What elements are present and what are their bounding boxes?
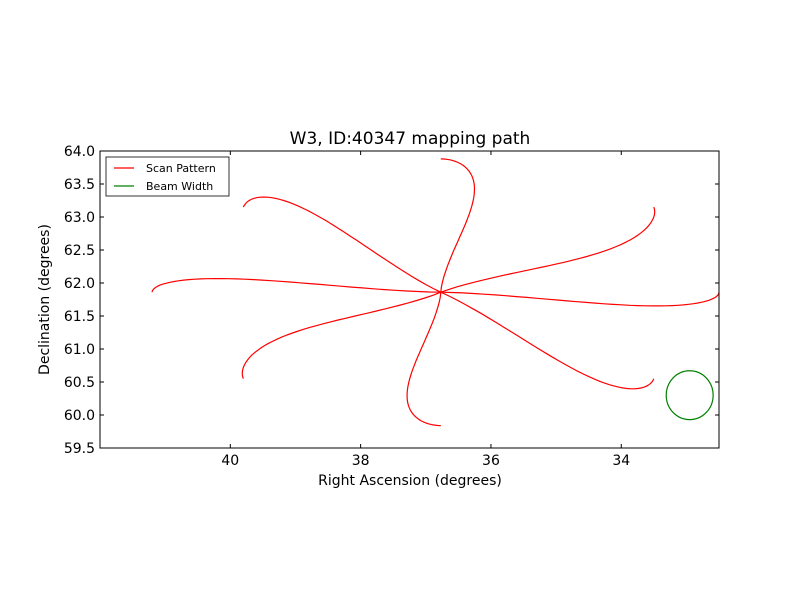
scan-pattern-petal-south-east (440, 291, 655, 390)
scan-pattern-petal-north (440, 158, 476, 293)
ticks-layer: 40 38 36 34 59.5 60.0 60.5 61.0 61.5 62.0 62.5 63.0… (64, 144, 719, 469)
legend-box (105, 156, 230, 197)
scan-pattern-petal-south-west (241, 291, 442, 379)
x-tick-label: 38 (352, 453, 370, 469)
y-tick-label: 61.0 (64, 342, 95, 358)
y-tick-label: 63.0 (64, 210, 95, 226)
y-tick-label: 62.5 (64, 243, 95, 259)
beam-width-circle (665, 370, 714, 421)
x-axis-label: Right Ascension (degrees) (318, 473, 502, 489)
y-tick-label: 60.5 (64, 375, 95, 391)
scan-pattern-petal-north-west (242, 196, 442, 293)
y-tick-label: 62.0 (64, 276, 95, 292)
scan-pattern-petal-west (151, 278, 441, 293)
series-layer (151, 158, 719, 427)
legend-label-scan-pattern: Scan Pattern (146, 162, 216, 175)
y-tick-label: 63.5 (64, 177, 95, 193)
y-tick-label: 64.0 (64, 144, 95, 160)
x-tick-label: 36 (482, 453, 500, 469)
y-tick-label: 59.5 (64, 441, 95, 457)
x-tick-label: 34 (612, 453, 630, 469)
scan-pattern-petal-south (406, 292, 442, 427)
legend: Scan Pattern Beam Width (105, 156, 230, 197)
chart-title: W3, ID:40347 mapping path (290, 129, 531, 149)
y-tick-label: 61.5 (64, 309, 95, 325)
scan-pattern-petal-north-east (440, 206, 656, 293)
legend-label-beam-width: Beam Width (146, 180, 213, 193)
plot-frame (99, 150, 720, 449)
plot-area (100, 151, 719, 448)
scan-pattern-petal-east (440, 291, 719, 307)
x-tick-label: 40 (221, 453, 239, 469)
y-axis-label: Declination (degrees) (37, 224, 53, 375)
y-tick-label: 60.0 (64, 408, 95, 424)
